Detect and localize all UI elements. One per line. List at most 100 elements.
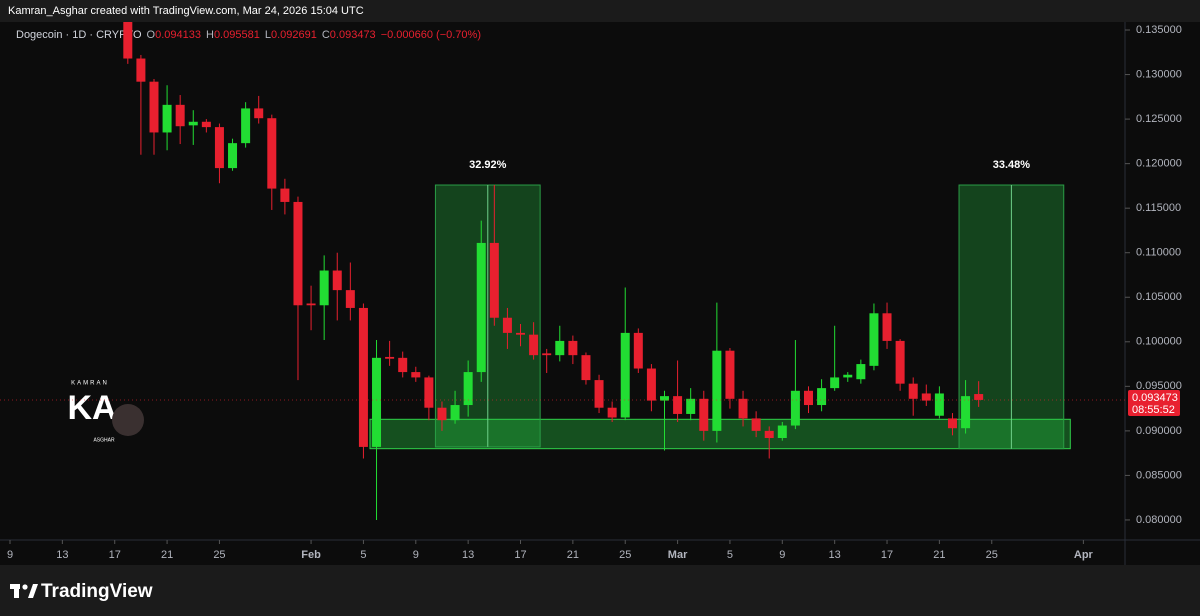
candle-body (790, 390, 800, 426)
candle-body (568, 340, 578, 356)
candle-body (424, 377, 434, 408)
axes: 0.080000 0.085000 0.090000 0.095000 0.100000… (7, 24, 1182, 561)
plot-layer: 32.92% 33.48% (0, 22, 1125, 520)
x-tick-label: 25 (213, 549, 225, 561)
candle-body (751, 418, 761, 431)
x-tick-label: 21 (567, 549, 579, 561)
candle-body (581, 355, 591, 381)
x-tick-label: 25 (619, 549, 631, 561)
candle-body (241, 108, 251, 144)
footer-logo: TradingView (10, 581, 153, 602)
candle-body (398, 357, 408, 373)
y-tick-label: 0.095000 (1136, 380, 1182, 392)
candle-body (869, 313, 879, 366)
candle-body (974, 394, 984, 400)
candle-body (686, 398, 696, 414)
plot-area (0, 22, 1200, 565)
x-tick-label: 9 (779, 549, 785, 561)
attribution: Kamran_Asghar created with TradingView.c… (8, 5, 364, 17)
y-tick-label: 0.125000 (1136, 113, 1182, 125)
candle-body (594, 380, 604, 408)
candle-body (228, 143, 238, 169)
close-letter: C (322, 29, 330, 41)
high-value: 0.095581 (214, 29, 260, 41)
candle-body (188, 121, 198, 126)
x-tick-label: 5 (727, 549, 733, 561)
open-letter: O (147, 29, 156, 41)
logo-slash (28, 584, 38, 598)
candle-body (385, 356, 395, 359)
candle-body (162, 104, 172, 133)
candle-body (738, 398, 748, 419)
price-badge (1128, 389, 1180, 416)
candle-body (725, 350, 735, 399)
candle-body (267, 118, 277, 189)
high-letter: H (206, 29, 214, 41)
y-tick-label: 0.110000 (1136, 247, 1181, 259)
candle-body (280, 188, 290, 202)
legend: Dogecoin · 1D · CRYPTO O0.094133 H0.095581… (16, 29, 481, 41)
x-tick-label: 13 (829, 549, 841, 561)
candle-body (764, 430, 774, 439)
candle-body (136, 58, 146, 82)
range-label: 33.48% (993, 159, 1031, 171)
watermark-top: KAMRAN (71, 381, 109, 387)
candle-body (646, 368, 656, 401)
y-tick-label: 0.120000 (1136, 158, 1182, 170)
candle-body (437, 407, 447, 421)
candle-body (699, 398, 709, 431)
candle-body (555, 340, 565, 356)
x-tick-label: 9 (7, 549, 13, 561)
x-tick-label: 17 (881, 549, 893, 561)
candle-body (607, 407, 617, 418)
x-tick-label: 13 (56, 549, 68, 561)
candle-body (411, 372, 421, 378)
x-tick-label: 13 (462, 549, 474, 561)
x-tick-label: Apr (1074, 549, 1094, 561)
candle-body (372, 357, 382, 447)
candle-body (529, 334, 539, 356)
candle-body (921, 393, 931, 401)
candle-body (516, 332, 526, 335)
candle-body (201, 121, 211, 128)
candle-body (830, 377, 840, 389)
candle-body (882, 313, 892, 341)
y-tick-label: 0.115000 (1136, 202, 1181, 214)
x-tick-label: 21 (161, 549, 173, 561)
candle-body (961, 396, 971, 429)
candle-body (306, 303, 316, 306)
watermark: KAMRAN KA ASGHAR (67, 381, 144, 443)
change: −0.000660 (−0.70%) (381, 29, 481, 41)
candle-body (345, 290, 355, 308)
candle-body (476, 242, 486, 373)
x-tick-label: 17 (109, 549, 121, 561)
y-tick-label: 0.100000 (1136, 336, 1182, 348)
candle-body (673, 396, 683, 414)
candle-body (934, 393, 944, 416)
candle-body (803, 390, 813, 406)
x-tick-label: 21 (933, 549, 945, 561)
price-badge-countdown: 08:55:52 (1132, 404, 1175, 416)
y-tick-label: 0.130000 (1136, 68, 1182, 80)
watermark-mark: KA (67, 389, 116, 427)
price-badge-value: 0.093473 (1132, 392, 1178, 404)
x-tick-label: Feb (301, 549, 321, 561)
candle-body (319, 270, 329, 306)
candle-body (777, 425, 787, 439)
y-tick-label: 0.105000 (1136, 291, 1182, 303)
candle-body (175, 104, 185, 127)
candle-body (856, 364, 866, 380)
candle-body (947, 418, 957, 429)
x-tick-label: 25 (986, 549, 998, 561)
candle-body (817, 388, 827, 406)
candle-body (660, 396, 669, 401)
y-tick-label: 0.090000 (1136, 425, 1182, 437)
candle-body (214, 127, 224, 169)
logo-dot (22, 584, 28, 590)
candle-body (358, 307, 368, 447)
close-value: 0.093473 (330, 29, 376, 41)
footer-brand: TradingView (41, 581, 153, 602)
candle-body (895, 340, 905, 384)
